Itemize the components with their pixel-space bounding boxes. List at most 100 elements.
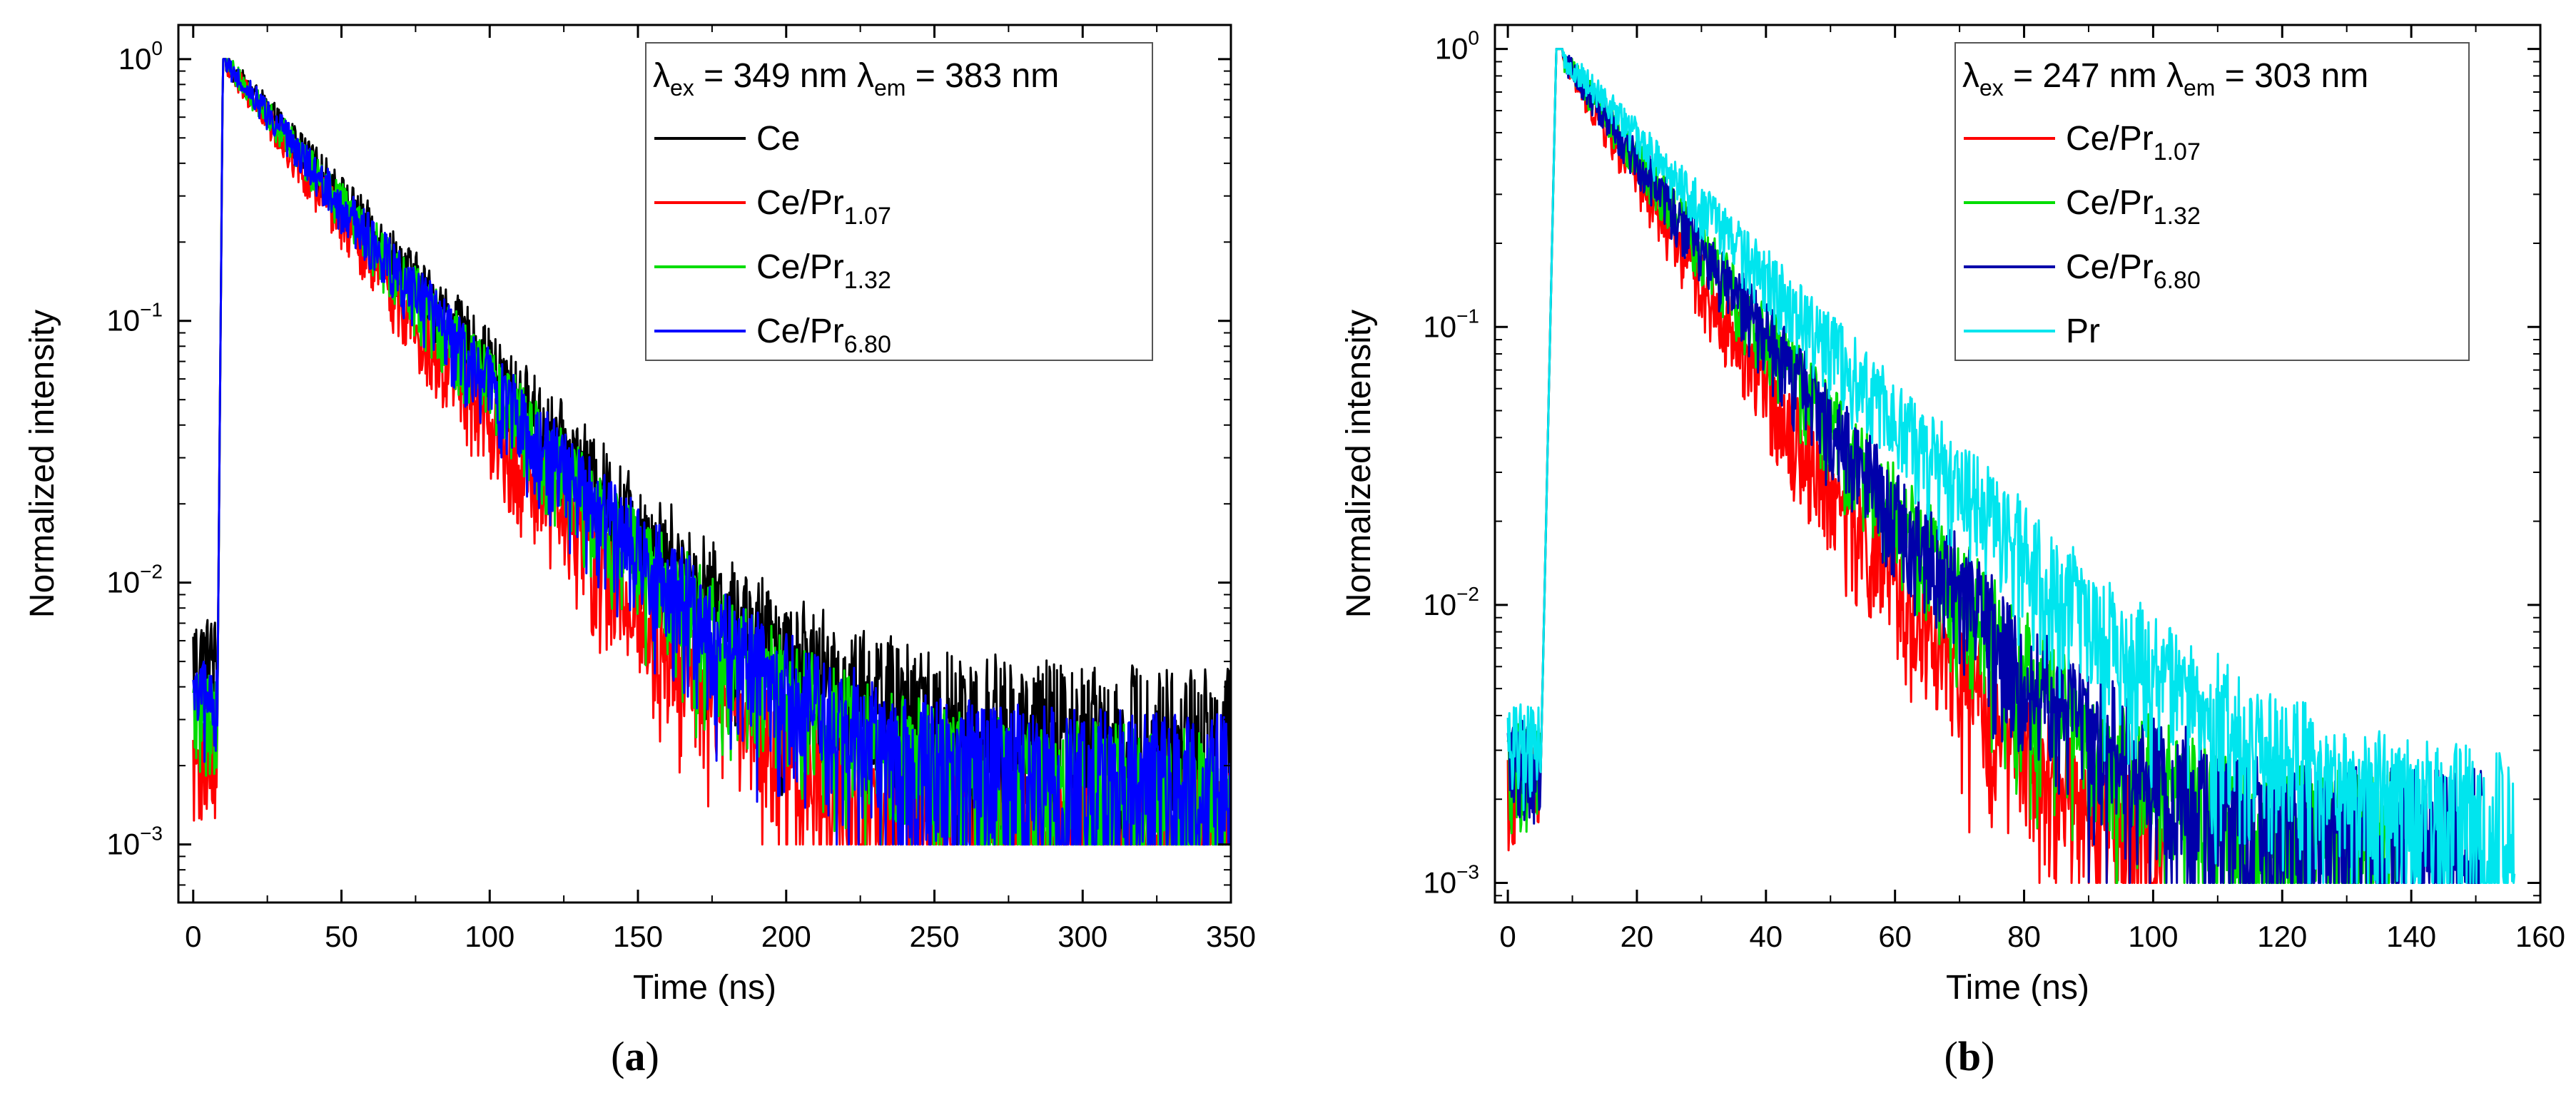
series-line-4 — [1506, 48, 2516, 884]
x-tick-label: 100 — [465, 920, 514, 953]
panel-caption: (a) — [611, 1033, 659, 1079]
legend-label-1: Ce — [756, 120, 800, 158]
legend-title-text: = 247 nm — [2004, 57, 2166, 95]
y-tick-base: 10 — [1423, 588, 1456, 621]
series-lines — [192, 58, 1231, 846]
lambda-symbol: λ — [2166, 57, 2184, 95]
y-tick-label: 10−3 — [1423, 861, 1479, 900]
x-tick-label: 20 — [1621, 920, 1654, 953]
legend-label-1: Ce/Pr1.07 — [2066, 120, 2201, 166]
y-tick-exponent: −3 — [1456, 861, 1479, 883]
lambda-symbol: λ — [1962, 57, 1979, 95]
x-tick-label: 0 — [1499, 920, 1516, 953]
series-line-4 — [192, 58, 1231, 846]
lambda-subscript-em: em — [874, 75, 906, 101]
caption-paren: ) — [1981, 1033, 1994, 1079]
y-tick-exponent: 0 — [151, 37, 163, 59]
legend-label-main: Ce/Pr — [756, 312, 844, 350]
lambda-subscript-ex: ex — [1979, 75, 2004, 101]
caption-paren: ( — [611, 1033, 624, 1079]
legend-label-main: Ce/Pr — [756, 184, 844, 222]
y-tick-label: 100 — [118, 37, 163, 76]
x-tick-label: 0 — [185, 920, 201, 953]
legend-label-subscript: 6.80 — [844, 331, 891, 358]
caption-paren: ( — [1944, 1033, 1958, 1079]
caption-letter: a — [625, 1033, 646, 1079]
y-tick-exponent: 0 — [1468, 27, 1479, 49]
legend-label-3: Ce/Pr6.80 — [2066, 248, 2201, 294]
y-tick-base: 10 — [1423, 866, 1456, 900]
x-tick-label: 60 — [1878, 920, 1912, 953]
legend-label-main: Ce/Pr — [2066, 184, 2154, 222]
panel-caption: (b) — [1944, 1033, 1995, 1079]
y-tick-exponent: −2 — [140, 561, 163, 583]
legend-label-2: Ce/Pr1.32 — [2066, 184, 2201, 230]
legend: λex = 349 nm λem = 383 nmCeCe/Pr1.07Ce/P… — [645, 42, 1153, 361]
legend-label-main: Ce — [756, 120, 800, 158]
legend-label-4: Ce/Pr6.80 — [756, 312, 891, 358]
legend-title-text: = 349 nm — [694, 57, 857, 95]
legend-title-text: = 303 nm — [2215, 57, 2368, 95]
legend-title: λex = 349 nm λem = 383 nm — [653, 57, 1059, 101]
y-tick-base: 10 — [106, 566, 140, 599]
legend-label-main: Pr — [2066, 312, 2100, 350]
panel-a: 0 50 100 150 200 250 300 35010−310−210−1100Time… — [24, 24, 1256, 1079]
y-tick-label: 10−1 — [106, 299, 163, 337]
y-tick-exponent: −1 — [140, 299, 163, 321]
y-axis-label: Normalized intensity — [1340, 310, 1378, 618]
panel-b: 0 20 40 60 80 100 120 140 16010−310−210−1100Time… — [1340, 24, 2565, 1079]
y-tick-exponent: −1 — [1456, 305, 1479, 327]
legend-label-subscript: 6.80 — [2154, 267, 2201, 294]
x-tick-label: 140 — [2386, 920, 2436, 953]
plot-frame — [177, 24, 1232, 904]
series-lines — [1506, 48, 2516, 884]
legend-label-subscript: 1.07 — [844, 203, 891, 230]
legend-label-main: Ce/Pr — [2066, 120, 2154, 158]
y-axis-label: Normalized intensity — [24, 310, 61, 618]
legend-label-main: Ce/Pr — [2066, 248, 2154, 286]
legend: λex = 247 nm λem = 303 nmCe/Pr1.07Ce/Pr1… — [1954, 42, 2470, 361]
y-tick-label: 10−1 — [1423, 305, 1479, 343]
x-tick-label: 300 — [1058, 920, 1107, 953]
x-axis-label: Time (ns) — [1946, 969, 2089, 1007]
x-tick-label: 160 — [2515, 920, 2565, 953]
legend-label-subscript: 1.07 — [2154, 138, 2201, 166]
legend-label-subscript: 1.32 — [2154, 203, 2201, 230]
y-tick-label: 10−3 — [106, 823, 163, 861]
legend-label-subscript: 1.32 — [844, 267, 891, 294]
y-tick-label: 10−2 — [106, 561, 163, 599]
legend-label-main: Ce/Pr — [756, 248, 844, 286]
lambda-subscript-ex: ex — [670, 75, 694, 101]
x-tick-label: 40 — [1749, 920, 1783, 953]
y-tick-label: 10−2 — [1423, 583, 1479, 621]
y-tick-base: 10 — [1435, 32, 1469, 66]
y-tick-base: 10 — [106, 304, 140, 337]
caption-paren: ) — [646, 1033, 659, 1079]
legend-label-3: Ce/Pr1.32 — [756, 248, 891, 294]
legend-box — [645, 42, 1153, 361]
x-tick-label: 150 — [613, 920, 663, 953]
x-tick-label: 100 — [2128, 920, 2178, 953]
legend-title-text: = 383 nm — [906, 57, 1059, 95]
x-tick-label: 80 — [2007, 920, 2041, 953]
y-tick-exponent: −2 — [1456, 583, 1479, 605]
lambda-symbol: λ — [857, 57, 874, 95]
x-tick-label: 50 — [325, 920, 358, 953]
legend-label-4: Pr — [2066, 312, 2100, 350]
legend-label-2: Ce/Pr1.07 — [756, 184, 891, 230]
y-tick-base: 10 — [106, 828, 140, 861]
y-tick-base: 10 — [1423, 310, 1456, 343]
x-axis-label: Time (ns) — [633, 969, 776, 1007]
caption-letter: b — [1958, 1033, 1981, 1079]
legend-title: λex = 247 nm λem = 303 nm — [1962, 57, 2368, 101]
x-tick-label: 250 — [909, 920, 959, 953]
x-tick-label: 200 — [761, 920, 811, 953]
lambda-subscript-em: em — [2184, 75, 2215, 101]
lambda-symbol: λ — [653, 57, 670, 95]
y-tick-exponent: −3 — [140, 823, 163, 845]
y-tick-base: 10 — [118, 42, 152, 76]
y-tick-label: 100 — [1435, 27, 1479, 66]
x-tick-label: 350 — [1206, 920, 1256, 953]
x-tick-label: 120 — [2257, 920, 2307, 953]
